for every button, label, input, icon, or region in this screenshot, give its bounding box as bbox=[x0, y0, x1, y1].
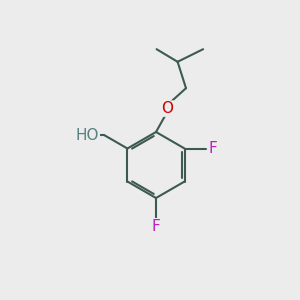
Text: HO: HO bbox=[76, 128, 99, 142]
Text: F: F bbox=[208, 141, 217, 156]
Text: F: F bbox=[152, 219, 160, 234]
Text: O: O bbox=[161, 101, 173, 116]
